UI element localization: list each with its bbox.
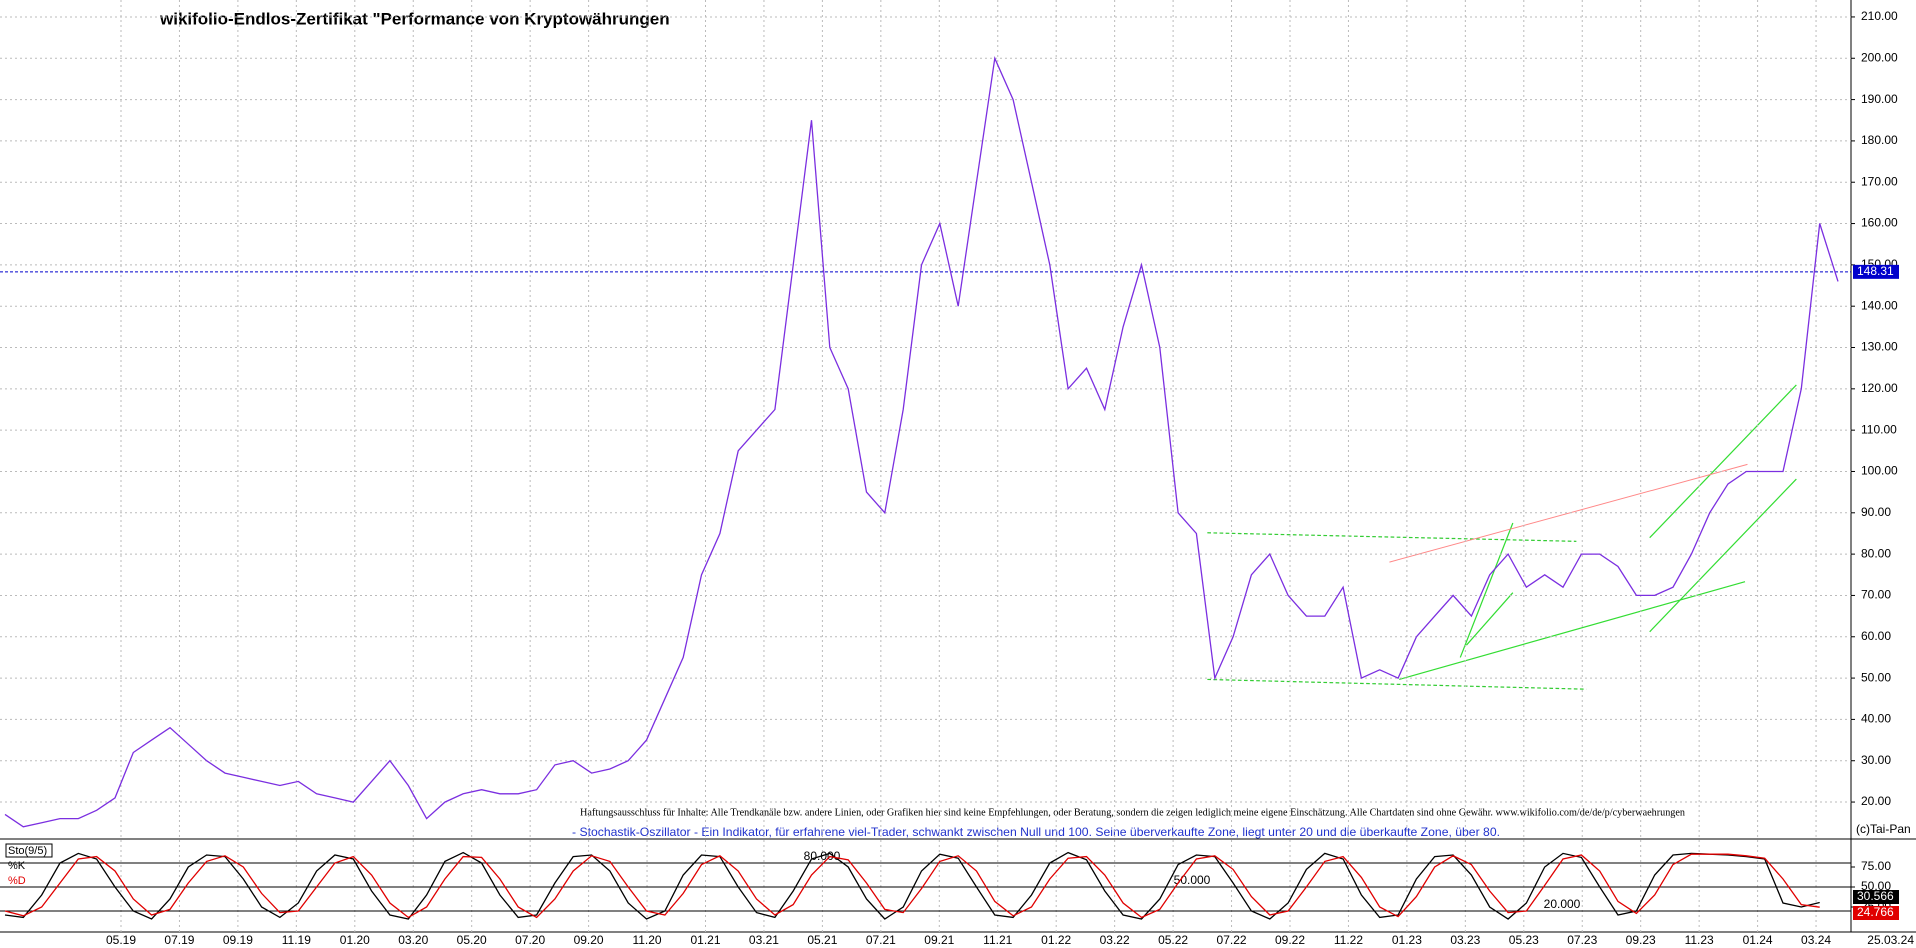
x-end-label: 25.03.24 [1867, 933, 1914, 947]
y-tick-label: 90.00 [1861, 505, 1891, 519]
x-tick-label: 01.24 [1743, 933, 1773, 947]
x-tick-label: 01.21 [690, 933, 720, 947]
y-tick-label: 110.00 [1861, 422, 1897, 436]
y-tick-label: 210.00 [1861, 9, 1898, 23]
legend-label: %K [8, 860, 26, 872]
value-label: 148.31 [1857, 264, 1894, 278]
x-tick-label: 01.23 [1392, 933, 1422, 947]
trendline [1389, 463, 1748, 563]
chart-title: wikifolio-Endlos-Zertifikat "Performance… [159, 9, 670, 28]
x-tick-label: 05.21 [807, 933, 837, 947]
x-tick-label: 09.22 [1275, 933, 1305, 947]
trendlines [1207, 384, 1797, 690]
x-tick-label: 03.22 [1100, 933, 1130, 947]
x-tick-label: 11.21 [983, 933, 1012, 947]
x-tick-label: 11.23 [1685, 933, 1714, 947]
x-tick-label: 09.20 [574, 933, 604, 947]
x-tick-label: 09.23 [1626, 933, 1656, 947]
x-tick-label: 05.19 [106, 933, 136, 947]
y-tick-label: 40.00 [1861, 712, 1891, 726]
x-tick-label: 03.24 [1801, 933, 1831, 947]
trendline [1207, 532, 1577, 542]
trendline [1649, 478, 1797, 633]
x-tick-label: 11.22 [1334, 933, 1363, 947]
y-tick-label: 140.00 [1861, 298, 1898, 312]
x-tick-label: 07.20 [515, 933, 545, 947]
level-label: 50.000 [1174, 873, 1211, 887]
y-tick-label: 180.00 [1861, 133, 1898, 147]
legend-label: %D [8, 875, 26, 887]
y-tick-label: 200.00 [1861, 50, 1898, 64]
y-tick-label: 20.00 [1861, 794, 1891, 808]
x-tick-label: 07.23 [1567, 933, 1597, 947]
y-tick-label: 100.00 [1861, 464, 1898, 478]
trendline [1399, 581, 1746, 681]
indicator-title: Sto(9/5) [8, 845, 47, 857]
y-tick-label: 190.00 [1861, 92, 1898, 106]
x-tick-label: 01.22 [1041, 933, 1071, 947]
y-tick-label: 50.00 [1861, 879, 1891, 893]
indicator-box [5, 843, 53, 858]
copyright: (c)Tai-Pan [1856, 822, 1911, 836]
value-badge [1853, 264, 1899, 279]
x-tick-label: 05.20 [457, 933, 487, 947]
level-label: 20.000 [1544, 897, 1581, 911]
data-line [4, 55, 1839, 828]
y-tick-label: 60.00 [1861, 629, 1891, 643]
y-tick-label: 160.00 [1861, 216, 1898, 230]
y-tick-label: 70.00 [1861, 588, 1891, 602]
x-tick-label: 03.23 [1450, 933, 1480, 947]
y-tick-label: 130.00 [1861, 340, 1898, 354]
value-badge [1853, 906, 1899, 920]
x-tick-label: 07.21 [866, 933, 896, 947]
x-tick-label: 03.20 [398, 933, 428, 947]
y-tick-label: 50.00 [1861, 670, 1891, 684]
disclaimer: Haftungsausschluss für Inhalte: Alle Tre… [580, 807, 1685, 819]
data-line [4, 851, 1820, 920]
y-tick-label: 120.00 [1861, 381, 1898, 395]
data-line [4, 853, 1820, 919]
x-tick-label: 11.20 [632, 933, 661, 947]
x-tick-label: 05.23 [1509, 933, 1539, 947]
y-tick-label: 75.00 [1861, 859, 1891, 873]
x-tick-label: 09.21 [924, 933, 954, 947]
trendline [1459, 522, 1514, 658]
x-tick-label: 11.19 [282, 933, 311, 947]
x-tick-label: 03.21 [749, 933, 779, 947]
value-badge [1853, 890, 1899, 904]
y-tick-label: 30.00 [1861, 753, 1891, 767]
x-tick-label: 01.20 [340, 933, 370, 947]
x-tick-label: 07.19 [164, 933, 194, 947]
trendline [1207, 678, 1587, 690]
y-tick-label: 80.00 [1861, 546, 1891, 560]
value-label: 24.766 [1857, 905, 1894, 919]
trendline [1465, 592, 1514, 646]
x-tick-label: 07.22 [1217, 933, 1247, 947]
y-tick-label: 170.00 [1861, 174, 1898, 188]
indicator-description: - Stochastik-Oszillator - Ein Indikator,… [572, 825, 1500, 839]
trendline [1649, 384, 1797, 539]
x-tick-label: 09.19 [223, 933, 253, 947]
x-tick-label: 05.22 [1158, 933, 1188, 947]
value-label: 30.566 [1857, 889, 1894, 903]
